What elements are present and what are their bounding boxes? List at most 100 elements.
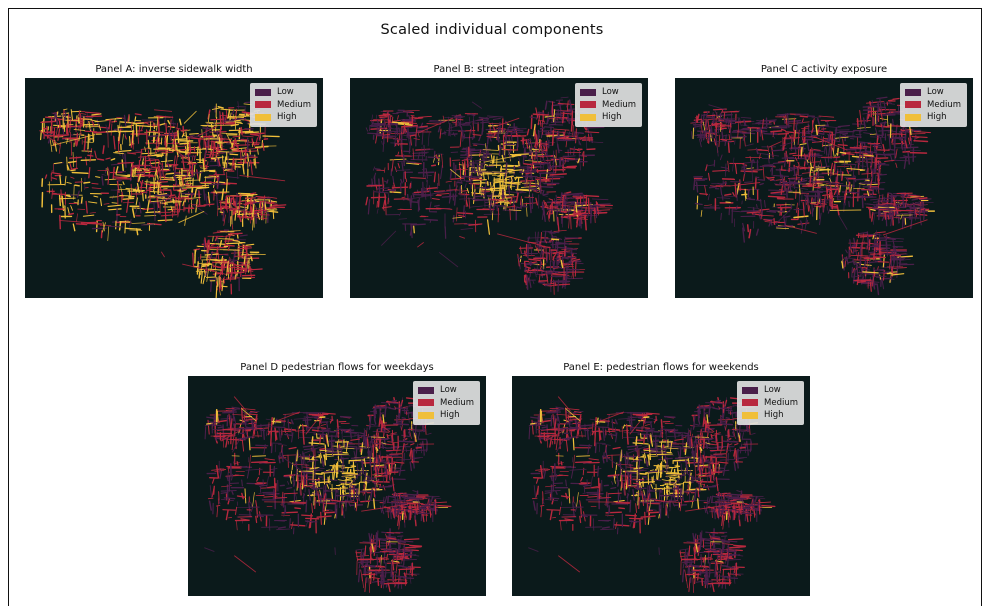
street-segment <box>269 206 286 209</box>
street-segment <box>534 126 537 140</box>
street-segment <box>844 189 848 200</box>
street-segment <box>212 236 214 242</box>
street-segment <box>387 126 391 133</box>
street-segment <box>217 175 220 190</box>
street-segment <box>876 96 888 100</box>
street-segment <box>889 154 893 162</box>
street-segment <box>44 174 48 179</box>
street-segment <box>241 148 244 157</box>
street-segment <box>819 212 822 226</box>
street-segment <box>182 200 185 207</box>
legend-item-low: Low <box>905 86 961 99</box>
street-segment <box>217 105 224 109</box>
street-segment <box>280 502 286 505</box>
street-segment <box>390 451 393 460</box>
street-segment <box>134 167 137 175</box>
street-segment <box>575 262 584 265</box>
street-segment <box>756 149 769 152</box>
street-segment <box>112 176 128 179</box>
street-segment <box>208 239 211 251</box>
street-segment <box>292 474 295 486</box>
street-segment <box>704 185 707 196</box>
street-segment <box>59 175 62 185</box>
street-segment <box>156 180 159 189</box>
street-segment <box>370 423 376 426</box>
street-segment <box>298 481 301 496</box>
street-segment <box>565 267 568 282</box>
street-segment <box>160 172 163 177</box>
street-segment <box>345 440 349 452</box>
street-segment <box>421 168 427 170</box>
street-segment <box>874 181 886 184</box>
street-segment <box>105 117 123 121</box>
arterial-segment <box>149 185 191 189</box>
street-segment <box>289 499 301 503</box>
street-segment <box>871 99 874 105</box>
street-segment <box>63 108 68 111</box>
street-segment <box>72 223 76 232</box>
street-segment <box>431 197 440 201</box>
street-segment <box>131 208 136 218</box>
street-segment <box>881 194 884 203</box>
street-segment <box>456 207 458 222</box>
street-segment <box>85 200 88 214</box>
street-segment <box>296 474 305 476</box>
street-segment <box>577 148 583 151</box>
street-segment <box>129 218 132 229</box>
street-segment <box>798 174 803 177</box>
street-segment <box>255 137 259 146</box>
street-segment <box>315 469 320 472</box>
street-segment <box>880 145 883 149</box>
street-segment <box>137 172 146 175</box>
street-segment <box>587 212 589 219</box>
street-segment <box>911 136 928 138</box>
street-segment <box>189 132 199 135</box>
street-segment <box>66 156 68 171</box>
street-segment <box>323 489 332 492</box>
street-segment <box>332 442 334 457</box>
street-segment <box>870 101 872 106</box>
street-segment <box>900 142 903 150</box>
street-segment <box>221 278 225 292</box>
street-segment <box>812 139 817 143</box>
street-segment <box>171 131 175 139</box>
street-segment <box>203 269 207 277</box>
arterial-segment <box>785 224 817 234</box>
street-segment <box>802 177 809 180</box>
street-segment <box>565 191 572 194</box>
street-segment <box>861 142 864 149</box>
street-segment <box>344 445 358 448</box>
street-segment <box>923 207 926 221</box>
street-segment <box>857 126 871 129</box>
street-segment <box>833 190 837 196</box>
street-segment <box>128 195 135 198</box>
street-segment <box>865 113 869 123</box>
street-segment <box>239 194 254 197</box>
street-segment <box>143 162 146 175</box>
street-segment <box>220 264 223 275</box>
street-segment <box>861 233 865 248</box>
street-segment <box>108 208 122 211</box>
street-segment <box>876 134 879 150</box>
street-segment <box>391 399 398 403</box>
street-segment <box>87 154 94 157</box>
street-segment <box>266 486 275 488</box>
street-segment <box>730 135 747 138</box>
street-segment <box>206 240 209 254</box>
street-segment <box>771 149 784 152</box>
street-segment <box>482 149 499 151</box>
street-segment <box>807 181 817 183</box>
street-segment <box>504 182 521 185</box>
street-segment <box>369 450 372 467</box>
street-segment <box>763 164 774 166</box>
street-segment <box>700 210 703 217</box>
legend-swatch-medium <box>905 101 921 109</box>
street-segment <box>110 158 116 161</box>
street-segment <box>230 197 233 211</box>
street-segment <box>550 243 566 246</box>
figure-title: Scaled individual components <box>380 22 604 38</box>
street-segment <box>159 178 175 181</box>
street-segment <box>387 456 403 459</box>
street-segment <box>806 140 810 152</box>
street-segment <box>376 200 378 208</box>
